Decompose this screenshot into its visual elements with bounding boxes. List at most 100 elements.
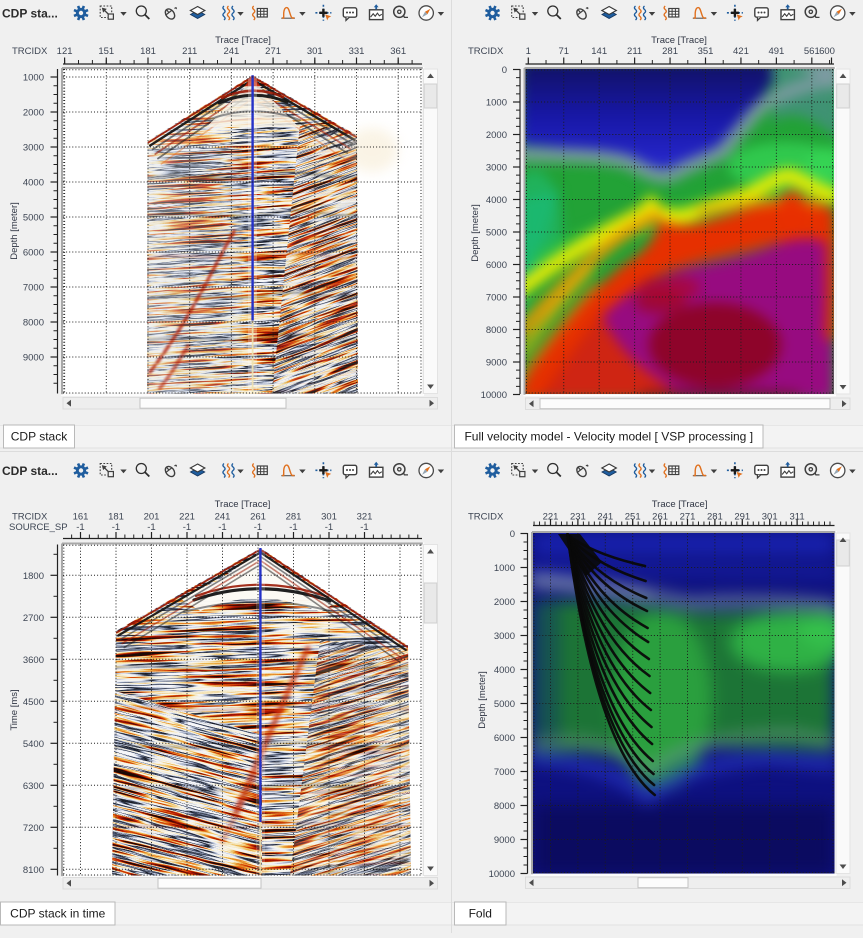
svg-text:281: 281	[662, 46, 678, 57]
svg-text:-1: -1	[112, 522, 120, 533]
svg-text:4000: 4000	[23, 178, 44, 189]
svg-text:-1: -1	[254, 522, 262, 533]
svg-text:311: 311	[790, 512, 805, 523]
svg-text:CDP stack in time: CDP stack in time	[10, 907, 105, 921]
svg-text:241: 241	[215, 512, 231, 523]
svg-text:10000: 10000	[481, 390, 507, 401]
svg-text:211: 211	[182, 46, 197, 57]
svg-text:3000: 3000	[486, 163, 507, 174]
svg-text:5000: 5000	[494, 699, 515, 710]
svg-text:271: 271	[680, 512, 696, 523]
svg-text:Trace [Trace]: Trace [Trace]	[215, 499, 271, 510]
svg-text:Full velocity model - Velocity: Full velocity model - Velocity model [ V…	[464, 430, 753, 444]
svg-text:7200: 7200	[23, 823, 44, 834]
svg-text:-1: -1	[183, 522, 191, 533]
svg-text:301: 301	[321, 512, 337, 523]
svg-text:271: 271	[265, 46, 281, 57]
svg-text:Trace [Trace]: Trace [Trace]	[215, 35, 271, 46]
svg-text:3000: 3000	[23, 143, 44, 154]
svg-text:6000: 6000	[486, 260, 507, 271]
svg-text:Depth [meter]: Depth [meter]	[477, 671, 488, 729]
svg-text:301: 301	[762, 512, 778, 523]
svg-text:141: 141	[591, 46, 607, 57]
svg-text:3600: 3600	[23, 655, 44, 666]
svg-text:TRCIDX: TRCIDX	[468, 512, 504, 523]
svg-text:1: 1	[526, 46, 531, 57]
svg-text:8000: 8000	[23, 318, 44, 329]
svg-text:9000: 9000	[486, 358, 507, 369]
svg-text:3000: 3000	[494, 631, 515, 642]
svg-text:6000: 6000	[23, 248, 44, 259]
svg-text:201: 201	[144, 512, 160, 523]
svg-text:421: 421	[733, 46, 749, 57]
svg-text:-1: -1	[325, 522, 333, 533]
svg-text:4500: 4500	[23, 697, 44, 708]
svg-text:600: 600	[819, 46, 835, 57]
svg-text:281: 281	[707, 512, 723, 523]
svg-text:5400: 5400	[23, 739, 44, 750]
svg-text:CDP stack: CDP stack	[11, 430, 68, 444]
svg-text:TRCIDX: TRCIDX	[468, 46, 504, 57]
svg-text:7000: 7000	[494, 767, 515, 778]
svg-text:9000: 9000	[23, 353, 44, 364]
svg-text:-1: -1	[147, 522, 155, 533]
svg-text:1000: 1000	[486, 98, 507, 109]
svg-text:1000: 1000	[494, 563, 515, 574]
svg-text:Time [ms]: Time [ms]	[9, 689, 20, 730]
svg-text:CDP sta...: CDP sta...	[2, 464, 58, 478]
svg-text:10000: 10000	[489, 869, 515, 880]
svg-text:2700: 2700	[23, 613, 44, 624]
svg-text:561: 561	[804, 46, 820, 57]
svg-text:8000: 8000	[486, 325, 507, 336]
svg-text:2000: 2000	[23, 108, 44, 119]
svg-text:4000: 4000	[486, 195, 507, 206]
svg-text:161: 161	[73, 512, 89, 523]
svg-text:Fold: Fold	[469, 907, 492, 921]
svg-text:321: 321	[357, 512, 373, 523]
svg-text:181: 181	[108, 512, 124, 523]
svg-text:4000: 4000	[494, 665, 515, 676]
svg-text:151: 151	[98, 46, 114, 57]
svg-text:7000: 7000	[486, 293, 507, 304]
svg-text:0: 0	[510, 529, 515, 540]
svg-text:8100: 8100	[23, 865, 44, 876]
svg-text:361: 361	[390, 46, 406, 57]
svg-text:241: 241	[223, 46, 239, 57]
svg-text:-1: -1	[289, 522, 297, 533]
svg-text:241: 241	[597, 512, 613, 523]
svg-text:TRCIDX: TRCIDX	[12, 512, 48, 523]
svg-text:Depth [meter]: Depth [meter]	[470, 204, 481, 262]
svg-text:8000: 8000	[494, 801, 515, 812]
svg-text:0: 0	[502, 65, 507, 76]
svg-text:211: 211	[627, 46, 642, 57]
svg-text:2000: 2000	[494, 597, 515, 608]
svg-text:-1: -1	[360, 522, 368, 533]
svg-text:2000: 2000	[486, 130, 507, 141]
svg-text:6300: 6300	[23, 781, 44, 792]
svg-text:-1: -1	[218, 522, 226, 533]
svg-text:281: 281	[286, 512, 302, 523]
svg-text:SOURCE_SP: SOURCE_SP	[9, 522, 68, 533]
svg-text:1000: 1000	[23, 73, 44, 84]
svg-text:231: 231	[570, 512, 586, 523]
svg-text:491: 491	[768, 46, 784, 57]
svg-text:CDP sta...: CDP sta...	[2, 7, 58, 21]
svg-text:1800: 1800	[23, 571, 44, 582]
svg-text:221: 221	[179, 512, 195, 523]
svg-text:261: 261	[250, 512, 266, 523]
svg-text:6000: 6000	[494, 733, 515, 744]
svg-text:5000: 5000	[486, 228, 507, 239]
svg-text:Trace [Trace]: Trace [Trace]	[652, 499, 708, 510]
svg-text:-1: -1	[76, 522, 84, 533]
svg-text:251: 251	[625, 512, 641, 523]
svg-text:7000: 7000	[23, 283, 44, 294]
svg-text:71: 71	[558, 46, 569, 57]
svg-text:351: 351	[698, 46, 714, 57]
svg-text:Depth [meter]: Depth [meter]	[9, 202, 20, 260]
svg-text:181: 181	[140, 46, 156, 57]
svg-text:121: 121	[57, 46, 73, 57]
svg-text:TRCIDX: TRCIDX	[12, 46, 48, 57]
svg-text:221: 221	[543, 512, 559, 523]
svg-text:Trace [Trace]: Trace [Trace]	[651, 35, 707, 46]
svg-text:301: 301	[307, 46, 323, 57]
